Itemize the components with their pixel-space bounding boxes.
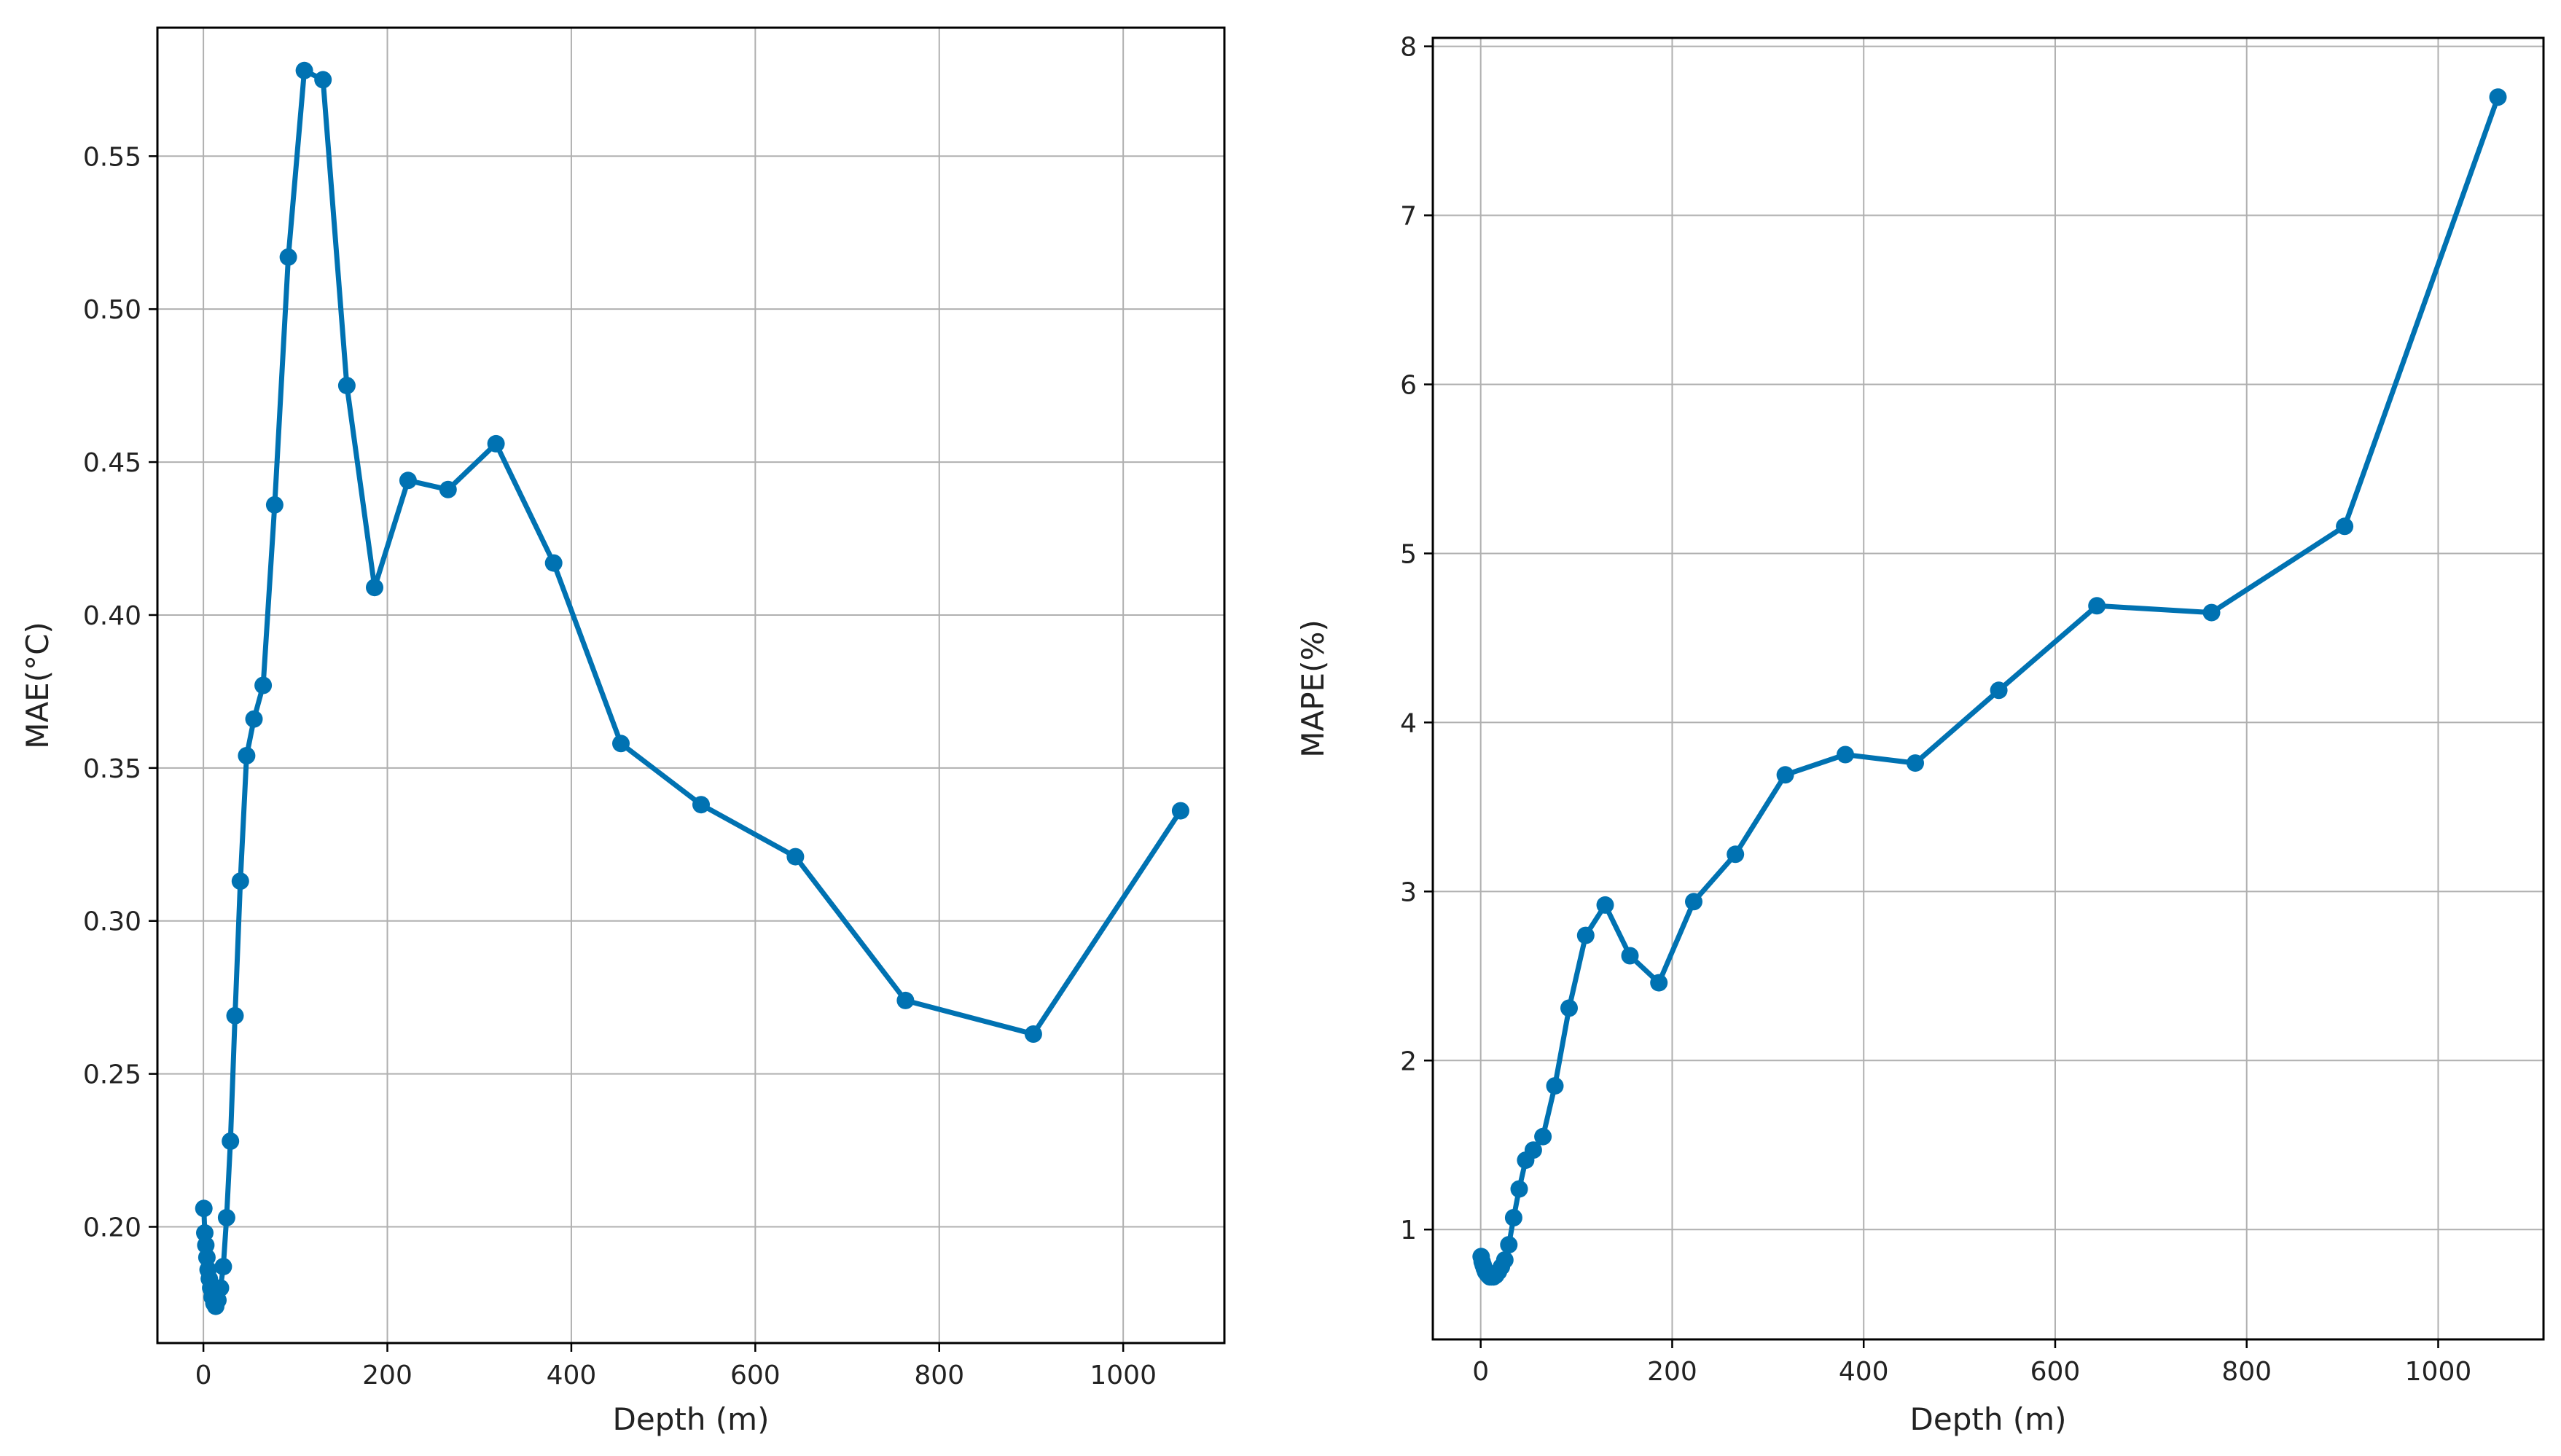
mae-data-point xyxy=(399,471,417,490)
mape-data-point xyxy=(1990,681,2008,700)
mape-ticks: 0 200 400 600 800 1000 1 2 3 4 5 6 7 8 xyxy=(1400,33,2471,1387)
mape-data-point xyxy=(1576,926,1595,944)
mape-x-tick-label: 1000 xyxy=(2405,1357,2472,1387)
mae-series xyxy=(195,61,1189,1315)
mae-x-tick-label: 200 xyxy=(362,1361,413,1390)
mape-data-point xyxy=(1495,1251,1514,1269)
mae-x-tick-label: 600 xyxy=(730,1361,781,1390)
mae-data-point xyxy=(896,991,915,1009)
mape-data-point xyxy=(1560,999,1578,1017)
mae-grid xyxy=(157,28,1224,1343)
mae-y-tick-label: 0.25 xyxy=(83,1060,141,1090)
mape-plot-frame xyxy=(1431,36,2545,1341)
mape-y-tick-label: 2 xyxy=(1400,1046,1417,1076)
mae-data-point xyxy=(231,872,249,891)
mae-data-point xyxy=(211,1279,230,1297)
mape-x-tick-label: 200 xyxy=(1647,1357,1697,1387)
mape-y-tick-label: 1 xyxy=(1400,1216,1417,1245)
mae-data-point xyxy=(222,1132,240,1150)
mape-y-tick-label: 3 xyxy=(1400,877,1417,907)
mae-data-point xyxy=(544,554,563,572)
mae-data-point xyxy=(195,1199,213,1218)
mae-data-point xyxy=(254,676,273,694)
mape-y-tick-label: 4 xyxy=(1400,708,1417,738)
mape-y-tick-label: 7 xyxy=(1400,202,1417,232)
mape-data-point xyxy=(1546,1077,1564,1095)
mape-x-axis-label: Depth (m) xyxy=(1910,1401,2067,1437)
mape-chart-panel: 0 200 400 600 800 1000 1 2 3 4 5 6 7 8 Depth (m) MAPE… xyxy=(1295,33,2545,1437)
mae-data-point xyxy=(786,848,805,866)
mae-data-point xyxy=(487,434,505,453)
mae-y-tick-label: 0.35 xyxy=(83,754,141,784)
mae-data-point xyxy=(337,377,356,395)
mae-x-tick-label: 0 xyxy=(195,1361,212,1390)
mae-data-point xyxy=(238,747,256,764)
mape-data-point xyxy=(2489,88,2507,106)
mae-data-point xyxy=(265,496,284,514)
mae-y-tick-label: 0.50 xyxy=(83,295,141,325)
mae-data-point xyxy=(295,61,313,79)
mape-data-point xyxy=(1650,974,1668,992)
mae-data-point xyxy=(245,710,263,728)
mape-data-point xyxy=(1596,896,1614,914)
mae-ticks: 0 200 400 600 800 1000 0.20 0.25 0.30 0.35 0.40 0.4… xyxy=(83,142,1157,1390)
mae-x-tick-label: 400 xyxy=(547,1361,597,1390)
mape-data-point xyxy=(1534,1127,1552,1146)
mae-y-tick-label: 0.20 xyxy=(83,1213,141,1242)
mae-data-point xyxy=(314,71,332,89)
mae-data-point xyxy=(217,1208,235,1226)
mape-data-point xyxy=(1727,845,1745,864)
mae-data-point xyxy=(279,248,297,266)
mae-data-point xyxy=(214,1258,232,1276)
mae-x-tick-label: 1000 xyxy=(1090,1361,1157,1390)
mape-series xyxy=(1472,88,2507,1286)
mape-data-point xyxy=(2088,597,2106,615)
mae-chart-panel: 0 200 400 600 800 1000 0.20 0.25 0.30 0.35 0.40 0.4… xyxy=(20,26,1226,1437)
mape-x-tick-label: 800 xyxy=(2221,1357,2272,1387)
mae-y-tick-label: 0.30 xyxy=(83,907,141,937)
mape-data-point xyxy=(2202,603,2221,622)
mae-x-tick-label: 800 xyxy=(914,1361,964,1390)
mae-data-point xyxy=(1024,1025,1042,1043)
mape-data-point xyxy=(1907,754,1924,772)
mape-y-tick-label: 8 xyxy=(1400,33,1417,63)
mape-data-point xyxy=(1776,766,1794,784)
mape-data-point xyxy=(1837,745,1854,764)
mape-x-tick-label: 400 xyxy=(1839,1357,1889,1387)
mape-x-tick-label: 0 xyxy=(1472,1357,1489,1387)
mape-data-point xyxy=(1510,1180,1528,1198)
mape-grid xyxy=(1433,38,2544,1339)
mae-data-point xyxy=(439,480,457,498)
mae-data-point xyxy=(1171,802,1189,820)
mae-data-point xyxy=(692,796,710,814)
mae-y-axis-label: MAE(°C) xyxy=(20,622,55,749)
mape-data-point xyxy=(1524,1141,1542,1159)
mape-data-point xyxy=(1621,947,1639,965)
mae-y-tick-label: 0.45 xyxy=(83,448,141,478)
mape-data-point xyxy=(1504,1209,1522,1226)
mae-x-axis-label: Depth (m) xyxy=(613,1401,770,1437)
mape-data-point xyxy=(2336,517,2354,536)
mape-y-tick-label: 6 xyxy=(1400,370,1417,400)
mae-data-point xyxy=(226,1006,244,1025)
mape-data-point xyxy=(1500,1236,1518,1254)
mape-x-tick-label: 600 xyxy=(2030,1357,2081,1387)
mae-data-point xyxy=(612,735,630,753)
mape-data-point xyxy=(1685,893,1702,911)
mae-data-point xyxy=(366,579,383,597)
mape-y-tick-label: 5 xyxy=(1400,539,1417,569)
mae-plot-frame xyxy=(156,26,1226,1345)
mae-y-tick-label: 0.40 xyxy=(83,601,141,631)
mae-y-tick-label: 0.55 xyxy=(83,142,141,172)
mape-y-axis-label: MAPE(%) xyxy=(1295,619,1331,758)
